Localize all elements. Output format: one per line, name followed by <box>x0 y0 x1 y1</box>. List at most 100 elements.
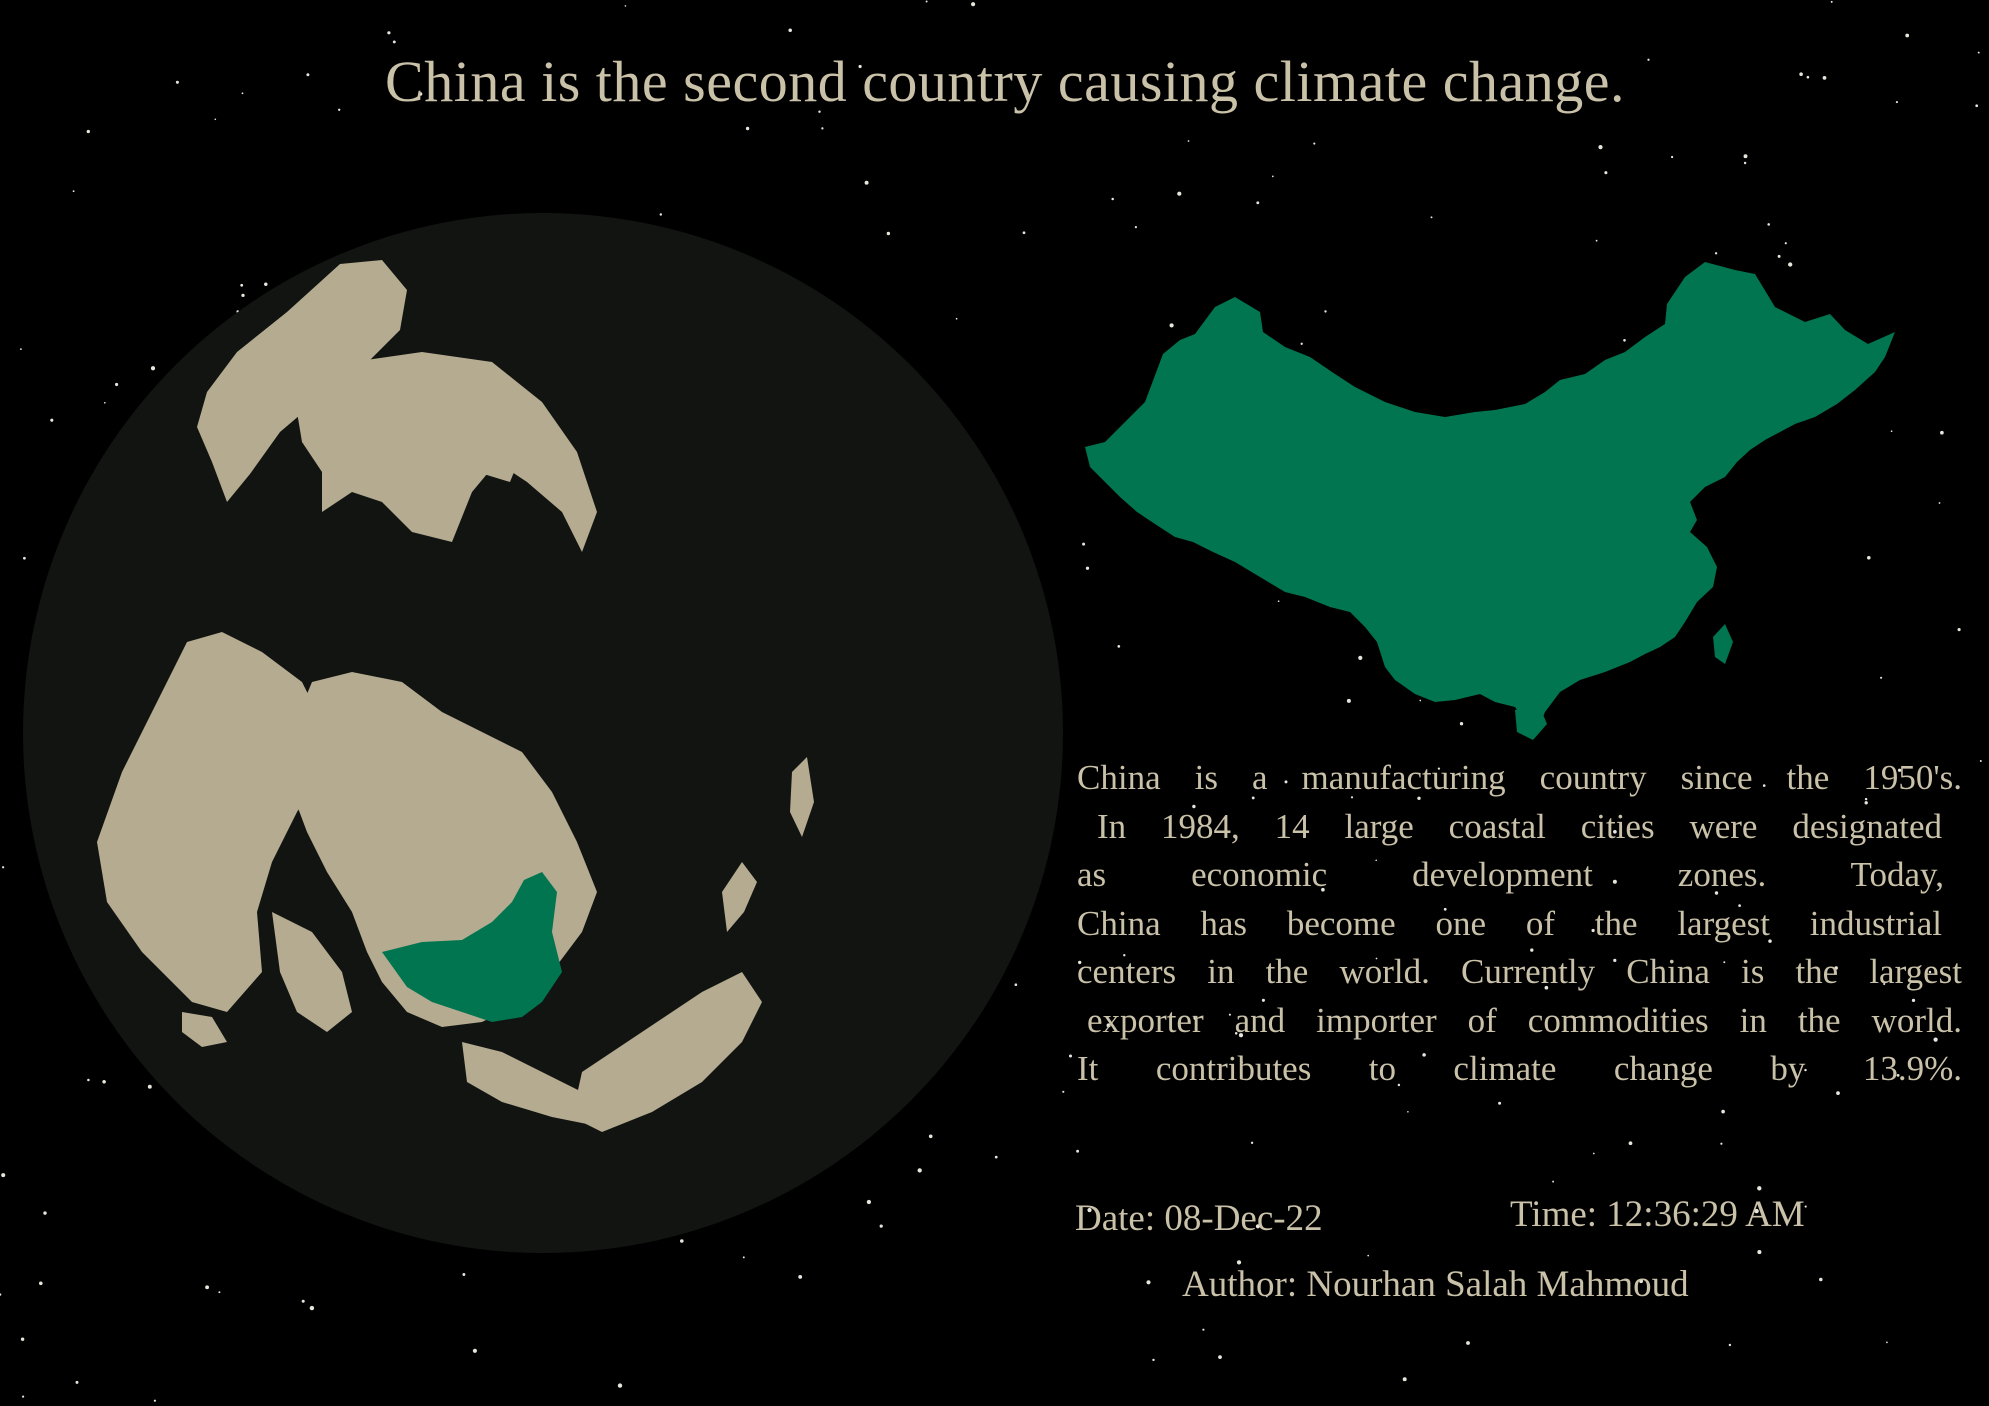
author-label: Author: Nourhan Salah Mahmoud <box>1182 1264 1689 1305</box>
star-dot <box>150 366 156 371</box>
star-dot <box>1228 1013 1231 1016</box>
star-dot <box>1819 1277 1823 1282</box>
star-dot <box>1430 216 1433 219</box>
star-dot <box>115 382 119 387</box>
star-dot <box>19 348 22 351</box>
star-dot <box>1623 338 1626 342</box>
star-dot <box>1375 859 1378 862</box>
star-dot <box>1714 252 1718 255</box>
star-dot <box>102 1080 106 1084</box>
star-dot <box>798 1274 803 1279</box>
star-dot <box>1864 801 1868 805</box>
star-dot <box>1836 1091 1840 1095</box>
star-dot <box>1152 1358 1155 1362</box>
star-dot <box>1880 676 1883 679</box>
star-dot <box>1957 628 1961 632</box>
star-dot <box>818 110 821 113</box>
star-dot <box>205 1285 210 1290</box>
globe-land <box>97 260 814 1132</box>
star-dot <box>20 1337 25 1341</box>
landmass-islands-east <box>790 757 814 837</box>
star-dot <box>1721 1109 1725 1114</box>
star-dot <box>103 401 106 404</box>
page-title: China is the second country causing clim… <box>385 49 1625 114</box>
landmass-europe-africa <box>97 632 327 1012</box>
star-dot <box>1723 961 1726 964</box>
description-line: China is a manufacturing country since t… <box>1077 758 1962 797</box>
star-dot <box>1604 171 1608 175</box>
star-dot <box>1591 928 1595 933</box>
star-dot <box>1647 58 1650 61</box>
star-dot <box>864 180 869 185</box>
star-dot <box>1896 1074 1900 1077</box>
star-dot <box>392 40 396 44</box>
star-dot <box>1062 1090 1065 1093</box>
star-dot <box>23 556 26 560</box>
description-line: In 1984, 14 large coastal cities were de… <box>1097 806 1942 846</box>
star-dot <box>1419 699 1422 702</box>
star-dot <box>858 64 862 69</box>
star-dot <box>306 73 310 77</box>
star-dot <box>1720 1142 1723 1145</box>
star-dot <box>1261 998 1265 1002</box>
star-dot <box>43 1211 47 1215</box>
star-dot <box>1544 985 1549 990</box>
star-dot <box>1234 1032 1238 1035</box>
star-dot <box>1459 722 1464 726</box>
star-dot <box>86 129 90 134</box>
star-dot <box>1117 645 1121 648</box>
star-dot <box>624 5 627 7</box>
star-dot <box>175 80 179 84</box>
star-dot <box>1146 1280 1151 1285</box>
star-dot <box>1788 262 1793 267</box>
star-dot <box>1767 223 1770 226</box>
star-dot <box>147 1084 152 1089</box>
star-dot <box>1313 142 1316 145</box>
star-dot <box>50 418 54 422</box>
star-dot <box>1466 1341 1470 1345</box>
star-dot <box>1085 566 1090 570</box>
star-dot <box>1613 958 1617 963</box>
star-dot <box>1443 907 1447 911</box>
star-dot <box>1202 1328 1205 1331</box>
landmass-canada-north <box>442 412 522 482</box>
star-dot <box>1940 430 1944 435</box>
description-line: as economic development zones. Today, <box>1077 855 1944 894</box>
star-dot <box>866 1199 872 1205</box>
star-dot <box>955 317 958 320</box>
star-dot <box>1905 33 1910 38</box>
globe-ocean <box>23 213 1063 1253</box>
star-dot <box>0 1293 2 1296</box>
star-dot <box>1975 104 1979 108</box>
star-dot <box>617 1383 623 1388</box>
globe-china-highlight <box>382 872 562 1022</box>
star-dot <box>1271 175 1274 178</box>
star-dot <box>1592 1152 1595 1155</box>
star-dot <box>1864 797 1868 801</box>
star-dot <box>264 282 268 287</box>
star-dot <box>971 2 976 7</box>
star-dot <box>1806 75 1810 79</box>
star-dot <box>1804 1068 1807 1072</box>
star-dot <box>1078 960 1082 965</box>
star-dot <box>1192 804 1196 809</box>
time-label: Time: 12:36:29 AM <box>1510 1194 1805 1235</box>
star-dot <box>1022 231 1026 235</box>
date-label: Date: 08-Dec-22 <box>1075 1198 1323 1239</box>
star-dot <box>240 283 244 287</box>
star-dot <box>1134 226 1137 229</box>
star-dot <box>1890 430 1893 433</box>
star-dot <box>1367 1254 1370 1257</box>
star-dot <box>301 1299 305 1303</box>
star-dot <box>1238 1033 1244 1038</box>
star-dot <box>1106 1023 1111 1028</box>
star-dot <box>1530 948 1534 952</box>
star-dot <box>1498 1101 1502 1105</box>
star-dot <box>1977 51 1980 54</box>
star-dot <box>1087 1208 1092 1213</box>
star-dot <box>1979 760 1982 762</box>
star-dot <box>1595 239 1598 242</box>
star-dot <box>1324 310 1327 313</box>
star-dot <box>745 126 750 131</box>
star-dot <box>241 293 245 298</box>
